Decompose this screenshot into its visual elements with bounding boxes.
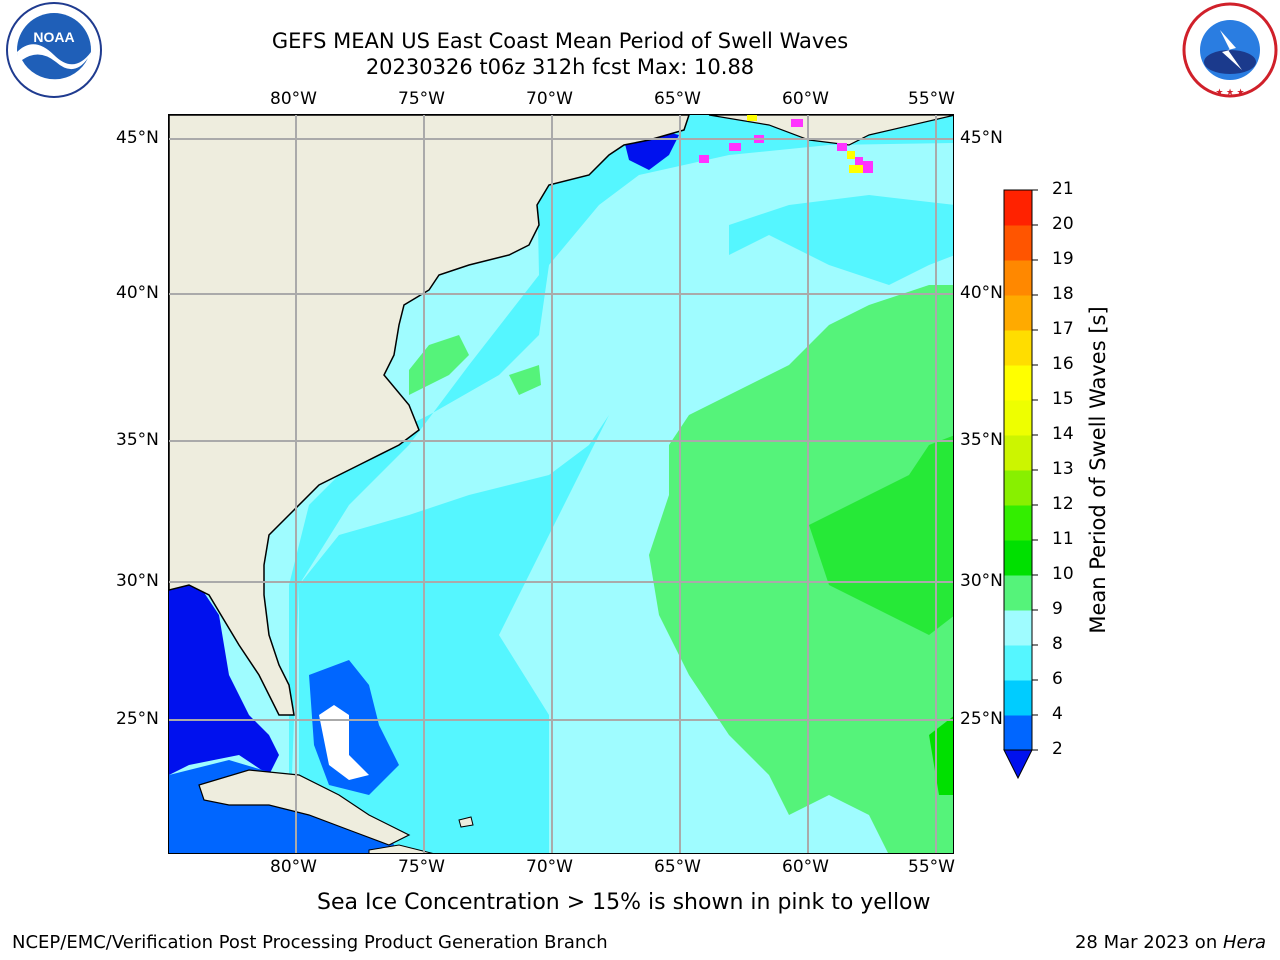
lon-label-bottom: 80°W: [270, 857, 317, 877]
bright-green-core: [809, 435, 953, 635]
noaa-logo: NOAA: [6, 2, 102, 98]
svg-text:NOAA: NOAA: [33, 29, 74, 45]
lat-label-right: 40°N: [960, 283, 1003, 303]
colorbar-title: Mean Period of Swell Waves [s]: [1086, 306, 1110, 634]
colorbar-segment: [1004, 400, 1032, 436]
chart-title: GEFS MEAN US East Coast Mean Period of S…: [271, 29, 849, 53]
green-patch-2: [509, 365, 541, 395]
colorbar-tick-label: 2: [1052, 739, 1063, 759]
lon-label-top: 75°W: [398, 89, 445, 109]
north-america-land: [169, 115, 690, 716]
hispaniola-land: [368, 844, 434, 853]
lat-label-right: 30°N: [960, 571, 1003, 591]
nova-scotia-land: [708, 115, 953, 146]
colorbar-tick-label: 4: [1052, 704, 1063, 724]
lon-label-bottom: 75°W: [398, 857, 445, 877]
colorbar-tick-label: 15: [1052, 389, 1074, 409]
swell-period-map: [168, 114, 954, 854]
colorbar-segment: [1004, 330, 1032, 366]
lon-label-bottom: 60°W: [782, 857, 829, 877]
svg-text:★ ★ ★: ★ ★ ★: [1215, 87, 1244, 97]
colorbar-tick-label: 9: [1052, 599, 1063, 619]
lon-label-top: 70°W: [526, 89, 573, 109]
sea-ice-note: Sea Ice Concentration > 15% is shown in …: [317, 890, 931, 915]
colorbar-tick-label: 8: [1052, 634, 1063, 654]
colorbar-segment: [1004, 295, 1032, 331]
gulf-deep-blue: [169, 585, 279, 775]
colorbar-segment: [1004, 645, 1032, 681]
colorbar-segment: [1004, 260, 1032, 296]
colorbar-segment: [1004, 575, 1032, 611]
lat-label-right: 25°N: [960, 709, 1003, 729]
colorbar-tick-label: 12: [1052, 494, 1074, 514]
colorbar-tick-label: 16: [1052, 354, 1074, 374]
lat-label-left: 45°N: [116, 128, 159, 148]
colorbar-tick-label: 11: [1052, 529, 1074, 549]
lat-label-right: 45°N: [960, 128, 1003, 148]
map-plot: [169, 115, 953, 853]
colorbar-tick-label: 14: [1052, 424, 1074, 444]
cuba-land: [198, 769, 411, 846]
colorbar-tick-label: 10: [1052, 564, 1074, 584]
colorbar-segment: [1004, 190, 1032, 226]
footer-date: 28 Mar 2023 on Hera: [1075, 932, 1266, 953]
colorbar-tick-label: 20: [1052, 214, 1074, 234]
footer-host: Hera: [1222, 932, 1266, 953]
lat-label-left: 40°N: [116, 283, 159, 303]
colorbar-segment: [1004, 610, 1032, 646]
puerto-rico-land: [458, 816, 474, 828]
chart-subtitle: 20230326 t06z 312h fcst Max: 10.88: [365, 55, 755, 79]
colorbar-tick-label: 17: [1052, 319, 1074, 339]
lat-label-left: 30°N: [116, 571, 159, 591]
colorbar-tick-label: 21: [1052, 179, 1074, 199]
colorbar-segment: [1004, 540, 1032, 576]
colorbar-segment: [1004, 505, 1032, 541]
colorbar-segment: [1004, 365, 1032, 401]
bahamas-shoals: [319, 705, 369, 780]
lon-label-top: 60°W: [782, 89, 829, 109]
colorbar-tick-label: 19: [1052, 249, 1074, 269]
nws-logo: ★ ★ ★: [1182, 2, 1278, 98]
colorbar-segment: [1004, 470, 1032, 506]
colorbar-tick-label: 18: [1052, 284, 1074, 304]
colorbar-segment: [1004, 715, 1032, 751]
lat-label-left: 25°N: [116, 709, 159, 729]
cyan-northeast-area: [729, 195, 953, 285]
lat-label-right: 35°N: [960, 430, 1003, 450]
lon-label-top: 55°W: [908, 89, 955, 109]
colorbar-tick-label: 13: [1052, 459, 1074, 479]
lon-label-top: 65°W: [654, 89, 701, 109]
green-swell-area: [649, 285, 953, 853]
colorbar-tick-label: 6: [1052, 669, 1063, 689]
lon-label-bottom: 65°W: [654, 857, 701, 877]
colorbar-segment: [1004, 225, 1032, 261]
lon-label-bottom: 55°W: [908, 857, 955, 877]
lon-label-top: 80°W: [270, 89, 317, 109]
colorbar: [1003, 189, 1038, 780]
graticule: [169, 115, 953, 853]
lon-label-bottom: 70°W: [526, 857, 573, 877]
colorbar-segment: [1004, 435, 1032, 471]
lat-label-left: 35°N: [116, 430, 159, 450]
colorbar-segment: [1004, 680, 1032, 716]
footer-date-text: 28 Mar 2023 on: [1074, 932, 1223, 953]
footer-credit: NCEP/EMC/Verification Post Processing Pr…: [12, 932, 608, 953]
colorbar-extend-arrow: [1003, 749, 1033, 780]
